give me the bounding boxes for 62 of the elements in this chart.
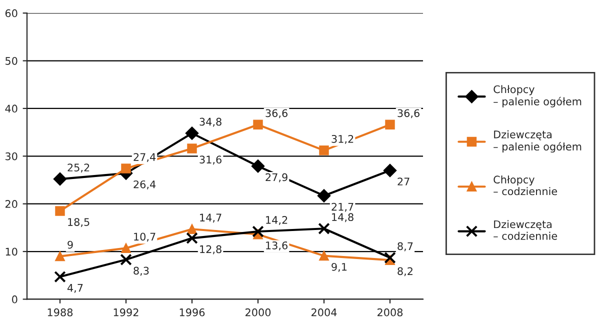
y-tick-label: 20 [5, 200, 18, 208]
data-label: 27,9 [266, 173, 288, 182]
y-tick-label: 50 [6, 56, 18, 65]
y-tick-label: 10 [6, 248, 18, 256]
y-tick-label: 30 [6, 152, 18, 160]
point [121, 243, 131, 254]
data-label: 14,7 [200, 214, 222, 223]
legend-label: Dziewczęta – palenie ogółem [494, 130, 582, 153]
legend-label: Chłopcy – codziennie [494, 175, 558, 196]
data-label: 13,6 [266, 241, 288, 250]
data-label: 26,4 [134, 180, 156, 190]
data-label: 8,2 [398, 267, 412, 276]
point [251, 160, 265, 173]
legend-label: Chłopcy – palenie ogółem [494, 85, 582, 108]
data-label: 10,7 [134, 232, 156, 242]
data-label: 8,3 [134, 266, 149, 276]
data-label: 21,7 [332, 202, 354, 212]
point [252, 226, 264, 238]
y-tick-label: 40 [5, 104, 18, 113]
point [186, 232, 198, 244]
point [318, 222, 330, 235]
point [187, 224, 197, 234]
point [120, 254, 132, 266]
data-label: 4,7 [67, 284, 83, 293]
point [319, 250, 329, 261]
data-label: 31,2 [332, 134, 354, 144]
data-label: 18,5 [68, 218, 90, 228]
point [53, 172, 67, 186]
data-label: 25,2 [68, 164, 90, 173]
x-tick-label: 1996 [180, 308, 205, 316]
point [384, 252, 396, 264]
point [185, 126, 199, 140]
x-tick-label: 1992 [114, 308, 138, 316]
point [121, 164, 131, 174]
point [187, 144, 197, 154]
data-label: 34,8 [200, 118, 222, 127]
data-label: 8,7 [398, 242, 413, 252]
data-label: 9,1 [332, 262, 347, 272]
x-tick-label: 2008 [378, 308, 403, 316]
data-label: 14,2 [266, 216, 288, 225]
data-label: 9 [68, 240, 73, 249]
data-label: 27 [398, 178, 410, 186]
point [55, 251, 65, 262]
x-tick-label: 2004 [312, 308, 337, 316]
point [317, 189, 331, 202]
point [55, 206, 65, 216]
data-label: 27,4 [134, 153, 156, 162]
x-tick-label: 1988 [48, 308, 73, 316]
point [54, 270, 66, 283]
data-label: 31,6 [200, 156, 222, 165]
point [385, 120, 395, 130]
legend-label: Dziewczęta – codziennie [494, 220, 558, 240]
point [253, 120, 263, 130]
point [383, 164, 397, 178]
data-label: 14,8 [332, 213, 354, 222]
point [319, 146, 329, 156]
data-label: 12,8 [200, 245, 222, 254]
x-tick-label: 2000 [246, 308, 271, 316]
y-tick-label: 60 [5, 9, 18, 18]
y-tick-label: 0 [12, 295, 18, 304]
data-label: 36,6 [266, 109, 288, 118]
data-label: 36,6 [398, 109, 420, 118]
